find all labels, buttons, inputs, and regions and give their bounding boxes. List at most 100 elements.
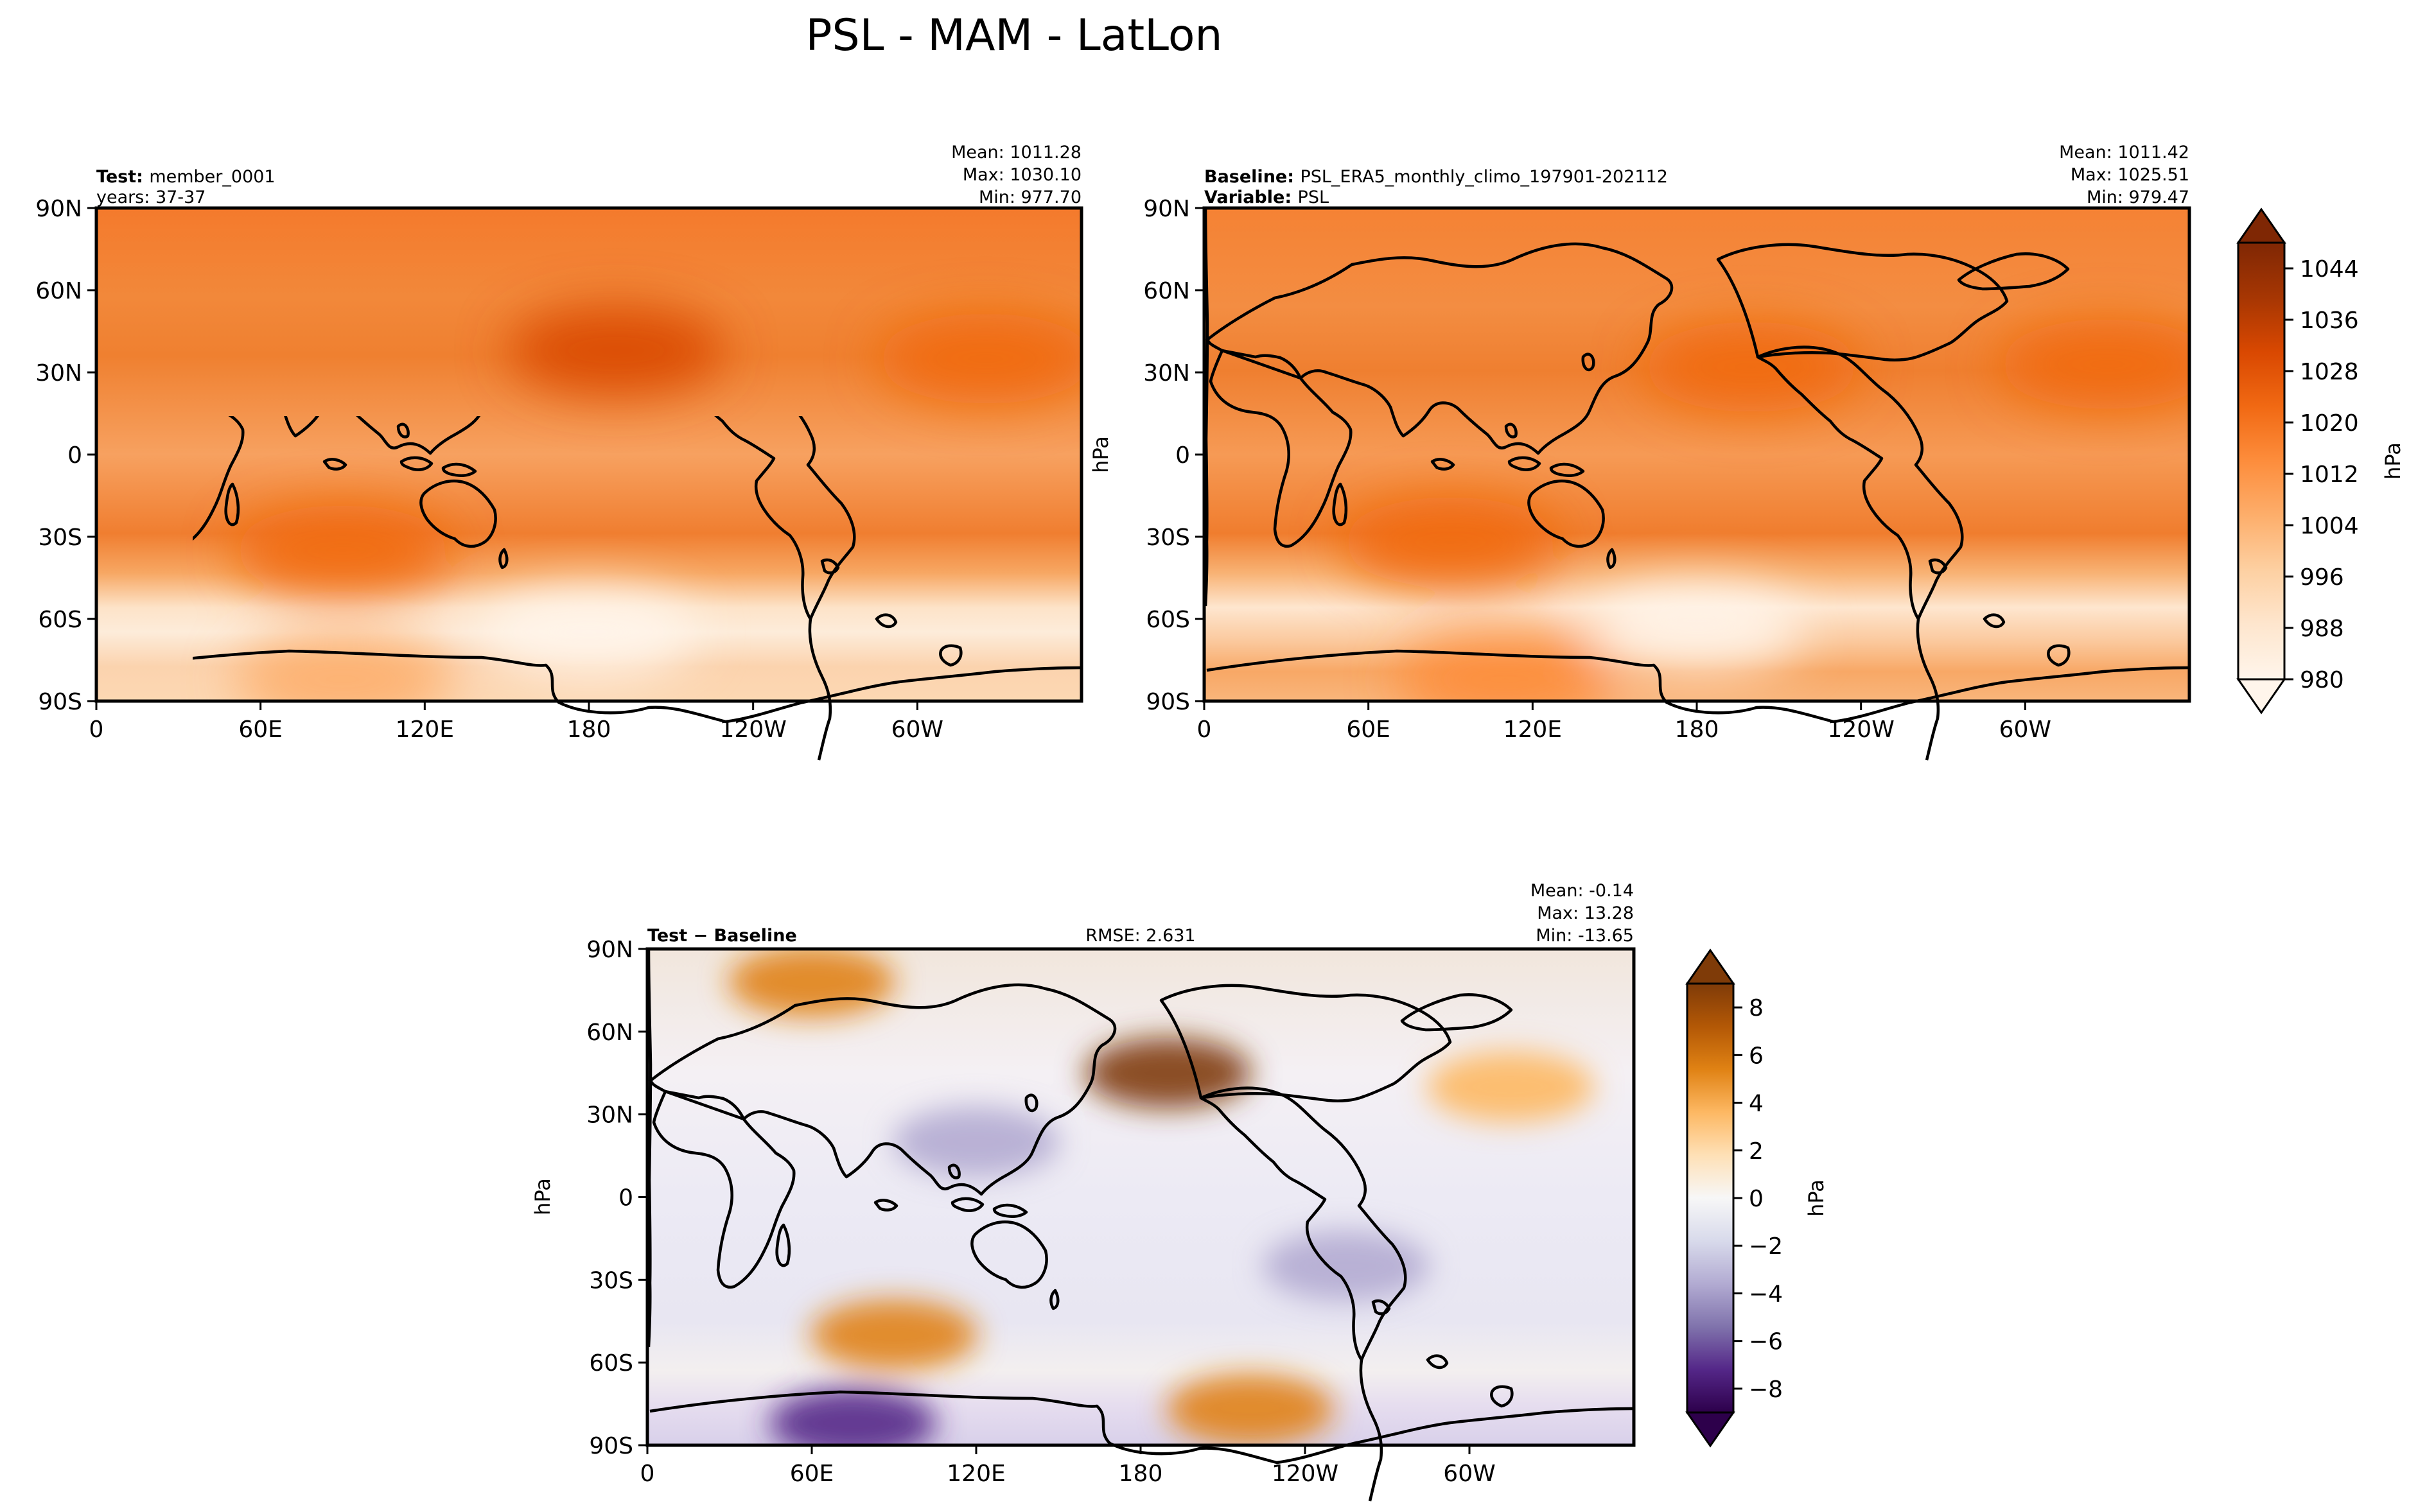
panel-baseline-ytick-label: 30N	[1143, 360, 1190, 387]
panel-baseline-xtick-label: 60E	[1346, 717, 1390, 743]
panel-baseline-xtick-label: 120W	[1828, 717, 1895, 743]
panel-difference-ylabel: hPa	[530, 1178, 555, 1215]
panel-difference-xtick-label: 180	[1119, 1461, 1163, 1487]
panel-baseline-xtick-label: 120E	[1503, 717, 1562, 743]
panel-baseline-ytick-label: 0	[1175, 442, 1190, 469]
panel-baseline-ytick-label: 90S	[1146, 689, 1190, 715]
colorbar-absolute-extend-bottom-triangle	[2236, 678, 2286, 715]
panel-difference-xtick-label: 60E	[790, 1461, 834, 1487]
colorbar-difference-ticks: −8 −6 −4 −2 0 2 4 6 8	[1733, 995, 1783, 1403]
panel-difference-ytick-label: 60N	[586, 1020, 633, 1046]
panel-test-southern-ocean-trough	[480, 587, 698, 678]
panel-test-years: years: 37-37	[96, 187, 206, 207]
colorbar-difference-tick-label: 8	[1749, 995, 1764, 1021]
panel-test-xtick-label: 180	[567, 717, 611, 743]
panel-difference-xtick-label: 0	[640, 1461, 655, 1487]
colorbar-absolute-label: hPa	[2381, 442, 2405, 480]
panel-test-xtick-label: 120W	[720, 717, 787, 743]
panel-test-ytick-label: 90S	[38, 689, 82, 715]
panel-test-max: Max: 1030.10	[963, 165, 1082, 185]
colorbar-difference-tick-label: 4	[1749, 1091, 1764, 1117]
panel-baseline-xtick-label: 0	[1197, 717, 1212, 743]
panel-test-xtick-label: 120E	[396, 717, 454, 743]
panel-difference-ross-positive	[1166, 1374, 1334, 1445]
figure-title-text: PSL - MAM - LatLon	[805, 10, 1222, 61]
colorbar-difference-tick-label: −2	[1749, 1233, 1783, 1260]
colorbar-absolute-ticks: 980 988 996 1004 1012 1020 1028 1036 1044	[2284, 256, 2359, 693]
panel-test-label-name: Test	[96, 167, 136, 187]
panel-difference-xtick-label: 60W	[1443, 1461, 1495, 1487]
colorbar-difference-label: hPa	[1804, 1179, 1828, 1217]
panel-test-xtick-label: 60W	[891, 717, 943, 743]
panel-difference-ytick-label: 90S	[589, 1433, 633, 1459]
panel-baseline-north-atlantic-high	[1998, 319, 2189, 410]
panel-test-north-atlantic-high	[876, 313, 1082, 404]
panel-test-ytick-label: 30S	[38, 525, 82, 551]
panel-difference-xtick-label: 120E	[947, 1461, 1005, 1487]
panel-baseline-min: Min: 979.47	[2087, 187, 2189, 207]
panel-baseline-max: Max: 1025.51	[2071, 165, 2189, 185]
colorbar-absolute-body	[2237, 241, 2286, 681]
colorbar-difference-body	[1686, 982, 1735, 1414]
panel-difference-south-indian-positive	[810, 1299, 977, 1371]
panel-test: 0 60E 120E 180 120W 60W 90N 60N 30N 0 30S 60S 90S Te…	[35, 143, 1083, 760]
panel-baseline-xtick-label: 180	[1675, 717, 1719, 743]
colorbar-absolute-tick-label: 1004	[2300, 513, 2359, 539]
colorbar-absolute-tick-label: 1036	[2300, 308, 2359, 334]
colorbar-difference-extend-bottom-triangle	[1685, 1411, 1735, 1448]
panel-test-label-value: member_0001	[149, 167, 275, 187]
panel-baseline-ytick-label: 60S	[1146, 607, 1190, 633]
panel-test-ytick-label: 30N	[35, 360, 82, 387]
panel-difference-ytick-label: 30S	[589, 1267, 633, 1294]
panel-difference-mean: Mean: -0.14	[1530, 881, 1634, 901]
panel-baseline-variable: Variable: PSL	[1204, 187, 1329, 207]
panel-difference-north-pacific-positive	[1084, 1038, 1252, 1109]
panel-test-mean: Mean: 1011.28	[951, 143, 1082, 162]
panel-difference-east-asia-negative	[893, 1106, 1060, 1177]
colorbar-absolute-tick-label: 988	[2300, 616, 2344, 642]
panel-difference-ytick-label: 60S	[589, 1350, 633, 1377]
panel-baseline-label-name: Baseline	[1204, 167, 1287, 187]
panel-difference-min: Min: -13.65	[1536, 926, 1634, 946]
panel-baseline-southern-ocean-trough	[1588, 582, 1806, 672]
panel-baseline-features	[1341, 319, 2189, 701]
panel-test-xtick-label: 0	[89, 717, 104, 743]
panel-difference-eastern-pacific-negative	[1263, 1230, 1430, 1301]
panel-test-xtick-label: 60E	[238, 717, 283, 743]
panel-difference-label: Test − Baseline	[647, 926, 797, 946]
panel-baseline-variable-name: Variable	[1204, 187, 1284, 207]
colorbar-absolute-tick-label: 1020	[2300, 410, 2359, 437]
panel-difference-ytick-label: 30N	[586, 1102, 633, 1129]
panel-test-north-pacific-high	[507, 305, 726, 395]
colorbar-absolute-tick-label: 996	[2300, 564, 2344, 591]
panel-baseline-ytick-label: 30S	[1146, 525, 1190, 551]
figure-title: PSL - MAM - LatLon	[805, 10, 1222, 61]
colorbar-absolute-tick-label: 980	[2300, 667, 2344, 693]
panel-baseline-label-value: PSL_ERA5_monthly_climo_197901-202112	[1300, 167, 1668, 187]
colorbar-absolute-tick-label: 1012	[2300, 462, 2359, 488]
colorbar-absolute-tick-label: 1028	[2300, 359, 2359, 385]
panel-baseline-xtick-label: 60W	[1999, 717, 2051, 743]
panel-test-min: Min: 977.70	[979, 187, 1082, 207]
panel-baseline-label: Baseline: PSL_ERA5_monthly_climo_197901-…	[1204, 167, 1668, 187]
panel-test-ytick-label: 90N	[35, 196, 82, 222]
panel-test-label: Test: member_0001	[96, 167, 276, 187]
colorbar-difference-tick-label: −4	[1749, 1281, 1783, 1307]
panel-difference-axes: 0 60E 120E 180 120W 60W 90N 60N 30N 0 30S 60S 90S	[586, 937, 1495, 1487]
panel-baseline-mean: Mean: 1011.42	[2059, 143, 2189, 162]
panel-test-axes: 0 60E 120E 180 120W 60W 90N 60N 30N 0 30S 60S 90S	[35, 196, 943, 743]
panel-baseline-ylabel: hPa	[1089, 436, 1113, 473]
colorbar-absolute-extend-top-triangle	[2236, 207, 2286, 244]
colorbar-difference-extend-top-triangle	[1685, 948, 1735, 985]
panel-test-ytick-label: 60S	[38, 607, 82, 633]
colorbar-difference-tick-label: 6	[1749, 1043, 1764, 1069]
colorbar-difference-tick-label: −8	[1749, 1377, 1783, 1403]
panel-baseline-field	[1204, 208, 2189, 701]
panel-difference-antarctic-negative	[769, 1387, 936, 1445]
panel-baseline-variable-value: PSL	[1298, 187, 1329, 207]
panel-difference-ytick-label: 90N	[586, 937, 633, 963]
colorbar-absolute: 980 988 996 1004 1012 1020 1028 1036 1044 hPa	[2236, 207, 2405, 715]
colorbar-difference: −8 −6 −4 −2 0 2 4 6 8 hPa	[1685, 948, 1828, 1448]
panel-difference-ytick-label: 0	[618, 1185, 633, 1212]
